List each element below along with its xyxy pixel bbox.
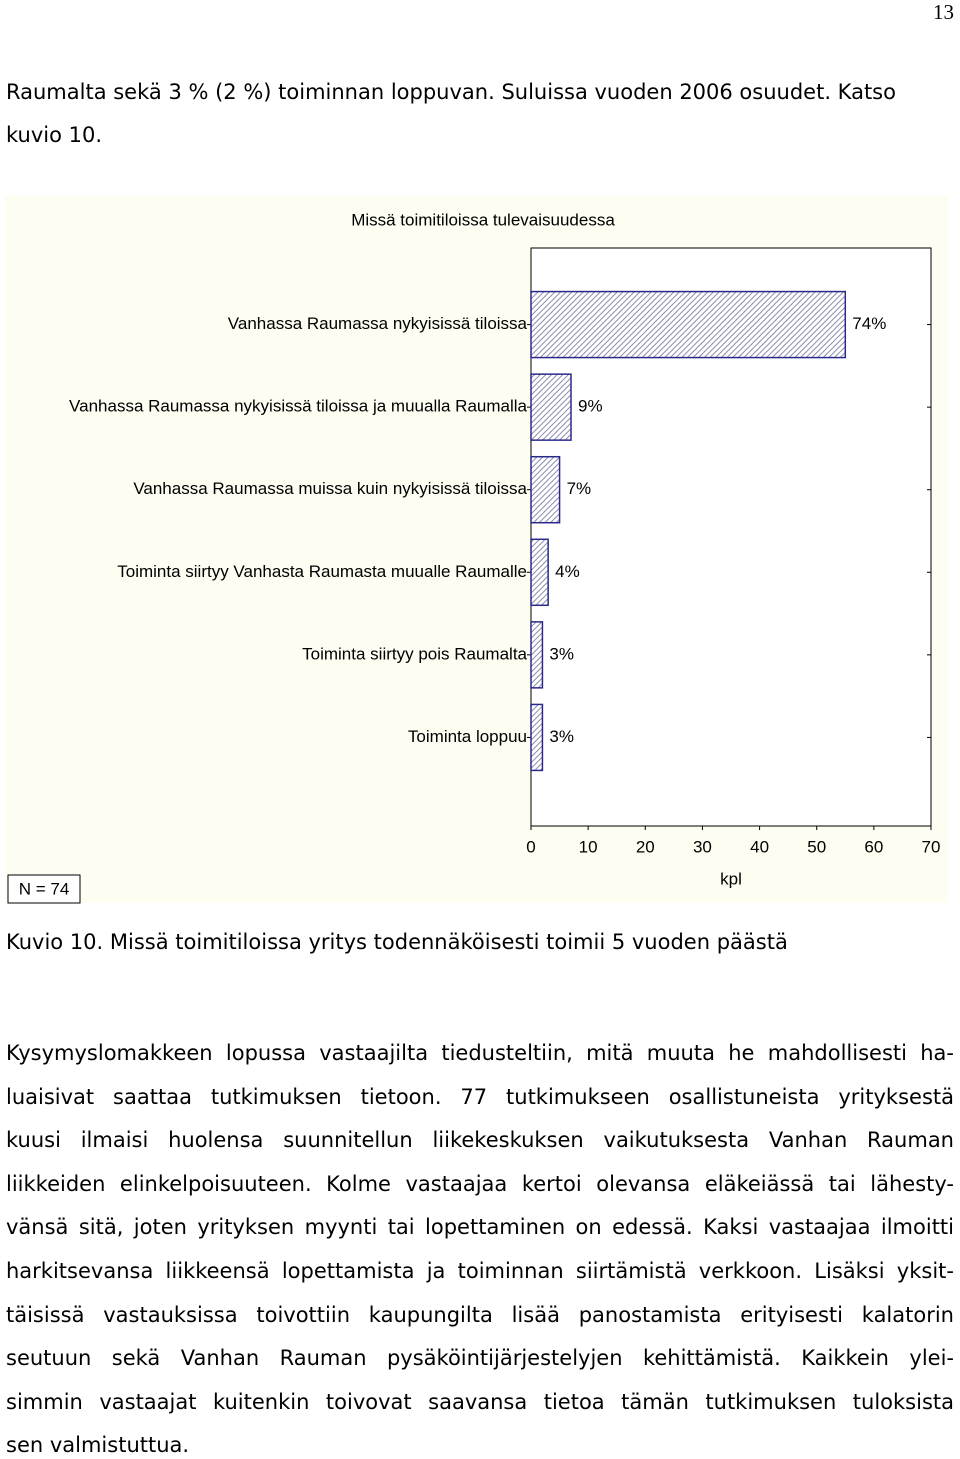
x-tick-label: 10 [579, 837, 598, 856]
x-tick-label: 20 [636, 837, 655, 856]
x-axis-label: kpl [720, 869, 742, 888]
annotation-box [7, 874, 81, 904]
x-tick-label: 60 [864, 837, 883, 856]
bar [530, 290, 847, 359]
body-line: harkitsevansa liikkeensä lopettamista ja… [6, 1259, 954, 1283]
category-label: Toiminta loppuu [408, 727, 527, 746]
body-line: liikkeiden elinkelpoisuuteen. Kolme vast… [6, 1171, 954, 1196]
x-tick-label: 50 [807, 837, 826, 856]
intro-line: Raumalta sekä 3 % (2 %) toiminnan loppuv… [6, 80, 896, 104]
category-label: Vanhassa Raumassa muissa kuin nykyisissä… [133, 479, 527, 498]
bar [530, 455, 561, 524]
body-line: seutuun sekä Vanhan Rauman pysäköintijär… [6, 1346, 954, 1371]
intro-line: kuvio 10. [6, 123, 103, 147]
bar [530, 703, 544, 772]
value-label: 74% [852, 314, 886, 333]
page-number: 13 [933, 0, 954, 24]
caption: Kuvio 10. Missä toimitiloissa yritys tod… [6, 930, 788, 954]
bar [530, 373, 572, 441]
body-line: vänsä sitä, joten yrityksen myynti tai l… [6, 1215, 954, 1240]
category-label: Vanhassa Raumassa nykyisissä tiloissa [228, 314, 528, 333]
body-line: sen valmistuttua. [6, 1433, 190, 1458]
value-label: 7% [567, 479, 592, 498]
value-label: 3% [549, 644, 574, 663]
body-line: täisissä vastauksissa toivottiin kaupung… [6, 1302, 954, 1327]
category-label: Toiminta siirtyy Vanhasta Raumasta muual… [117, 562, 527, 581]
chart-title: Missä toimitiloissa tulevaisuudessa [351, 210, 615, 229]
category-label: Vanhassa Raumassa nykyisissä tiloissa ja… [69, 397, 527, 416]
x-tick-label: 40 [750, 837, 769, 856]
annotation: N = 74 [19, 879, 70, 898]
category-label: Toiminta siirtyy pois Raumalta [302, 644, 527, 663]
body-line: kuusi ilmaisi huolensa suunnitellun liik… [6, 1128, 954, 1153]
bar [530, 621, 544, 689]
x-tick-label: 0 [526, 837, 535, 856]
x-tick-label: 70 [922, 837, 941, 856]
body-line: simmin vastaajat kuitenkin toivovat saav… [6, 1389, 954, 1414]
value-label: 9% [578, 397, 603, 416]
body-line: luaisivat saattaa tutkimuksen tietoon. 7… [6, 1084, 954, 1109]
body-line: Kysymyslomakkeen lopussa vastaajilta tie… [6, 1041, 954, 1065]
chart: Missä toimitiloissa tulevaisuudessa kpl … [5, 196, 948, 904]
value-label: 3% [549, 727, 574, 746]
x-tick-label: 30 [693, 837, 712, 856]
bar [530, 538, 549, 607]
value-label: 4% [555, 562, 580, 581]
